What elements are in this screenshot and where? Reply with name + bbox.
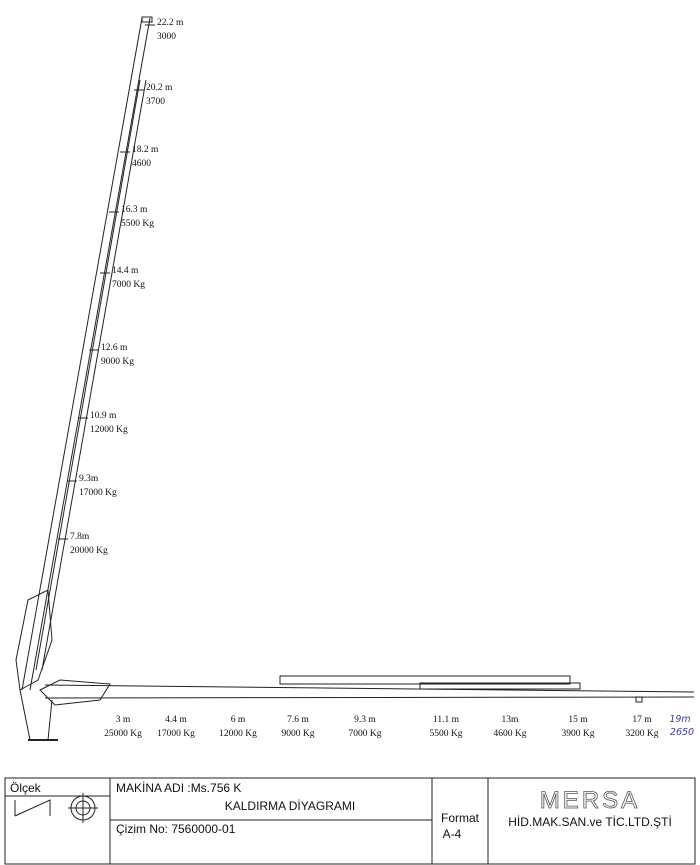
- horizontal-boom: [39, 675, 695, 706]
- reach-length: 3 m: [116, 715, 131, 725]
- boom-length: 18.2 m: [132, 145, 159, 155]
- boom-length: 9.3m: [79, 474, 99, 484]
- boom-load: 4600: [132, 159, 151, 169]
- company-full: HİD.MAK.SAN.ve TİC.LTD.ŞTİ: [508, 815, 672, 829]
- handwritten-length: 19m: [669, 714, 690, 725]
- boom-length: 10.9 m: [90, 411, 117, 421]
- reach-length: 6 m: [231, 715, 246, 725]
- handwritten-load: 2650: [670, 727, 694, 738]
- reach-length: 11.1 m: [433, 715, 460, 725]
- drawing-title: KALDIRMA DİYAGRAMI: [225, 799, 355, 813]
- reach-load: 9000 Kg: [282, 729, 315, 739]
- reach-load: 7000 Kg: [349, 729, 382, 739]
- boom-load: 12000 Kg: [90, 425, 128, 435]
- machine-name: MAKİNA ADI :Ms.756 K: [116, 781, 241, 795]
- boom-length: 20.2 m: [146, 83, 173, 93]
- boom-length: 14.4 m: [112, 266, 139, 276]
- boom-load: 20000 Kg: [70, 546, 108, 556]
- scale-label: Ölçek: [10, 781, 42, 795]
- reach-load: 12000 Kg: [219, 729, 257, 739]
- reach-length: 7.6 m: [287, 715, 309, 725]
- reach-length: 17 m: [632, 715, 652, 725]
- reach-length: 15 m: [568, 715, 588, 725]
- reach-load: 4600 Kg: [494, 729, 527, 739]
- format-label: Format: [441, 811, 480, 825]
- boom-load: 17000 Kg: [79, 488, 117, 498]
- drawing-number: Çizim No: 7560000-01: [116, 822, 236, 836]
- boom-length: 22.2 m: [157, 18, 184, 28]
- boom-length: 7.8m: [70, 532, 90, 542]
- reach-load: 3200 Kg: [626, 729, 659, 739]
- boom-load: 3000: [157, 32, 176, 42]
- reach-length: 9.3 m: [354, 715, 376, 725]
- boom-load: 5500 Kg: [121, 219, 154, 229]
- reach-length: 13m: [502, 715, 520, 725]
- reach-length: 4.4 m: [165, 715, 187, 725]
- reach-load: 25000 Kg: [104, 729, 142, 739]
- boom-length: 12.6 m: [101, 343, 128, 353]
- boom-length: 16.3 m: [121, 205, 148, 215]
- reach-load: 3900 Kg: [562, 729, 595, 739]
- boom-load: 3700: [146, 97, 165, 107]
- reach-load: 17000 Kg: [157, 729, 195, 739]
- boom-load: 7000 Kg: [112, 280, 145, 290]
- format-value: A-4: [443, 827, 462, 841]
- vertical-boom: [15, 16, 153, 741]
- company: MERSA: [540, 787, 640, 814]
- title-block-frame: [4, 777, 696, 865]
- reach-load: 5500 Kg: [430, 729, 463, 739]
- boom-load: 9000 Kg: [101, 357, 134, 367]
